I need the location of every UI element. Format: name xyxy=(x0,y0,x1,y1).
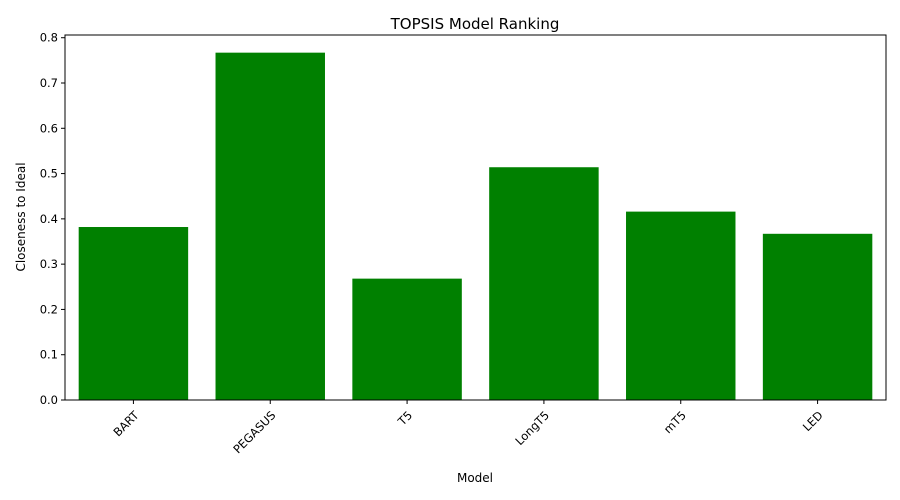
y-tick-label: 0.7 xyxy=(40,76,58,90)
y-tick-label: 0.2 xyxy=(40,302,58,316)
y-tick-label: 0.3 xyxy=(40,257,58,271)
bar-led xyxy=(762,233,873,400)
y-tick-label: 0.6 xyxy=(40,121,58,135)
bar-mt5 xyxy=(626,211,736,400)
y-tick-label: 0.1 xyxy=(40,348,58,362)
y-tick-label: 0.5 xyxy=(40,167,58,181)
chart-title: TOPSIS Model Ranking xyxy=(390,15,560,33)
x-axis-label: Model xyxy=(457,471,493,485)
plot-area: BART PEGASUS T5 LongT5 mT5 LED0.00.10.20.30.4… xyxy=(40,31,873,456)
axes-frame xyxy=(64,34,887,401)
y-tick-label: 0.4 xyxy=(40,212,58,226)
bar-t5 xyxy=(352,278,462,400)
y-tick-label: 0.8 xyxy=(40,31,58,45)
bar-longt5 xyxy=(489,167,599,400)
y-tick-label: 0.0 xyxy=(40,393,58,407)
y-axis-label: Closeness to Ideal xyxy=(14,162,28,271)
bar-bart xyxy=(78,227,189,400)
bar-pegasus xyxy=(215,52,325,401)
